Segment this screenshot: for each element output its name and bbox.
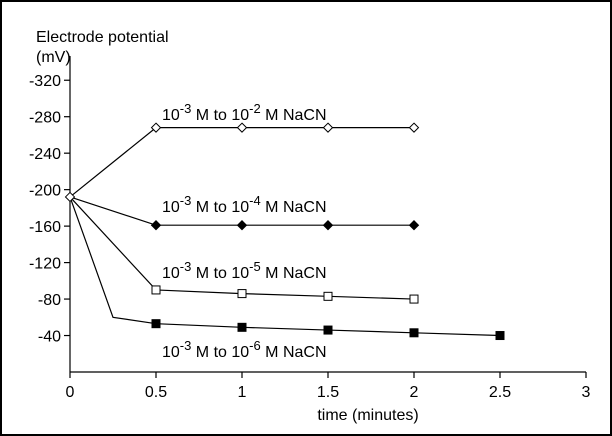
data-point: [236, 122, 248, 133]
data-point: [322, 122, 334, 133]
data-point: [151, 319, 161, 329]
y-axis-title-line2: (mV): [36, 49, 71, 66]
axes: -40 -80 -120 -160 -200 -240 -280 -320 0 0.5 1 1.5 2 2…: [29, 56, 591, 401]
data-point: [150, 122, 162, 133]
x-tick-label: 3: [582, 384, 591, 401]
data-point: [495, 331, 505, 341]
series-layer: [64, 122, 505, 341]
series-labels: 10-3 M to 10-2 M NaCN 10-3 M to 10-4 M Na…: [162, 101, 327, 362]
y-tick-label: -200: [29, 183, 61, 200]
data-point: [236, 219, 248, 231]
y-tick-label: -160: [29, 219, 61, 236]
x-tick-label: 1: [238, 384, 247, 401]
data-point: [237, 322, 247, 332]
data-point: [151, 285, 161, 295]
series-line: [69, 127, 414, 198]
x-axis-title: time (minutes): [317, 407, 418, 424]
series-1: [69, 122, 420, 198]
series-4: [69, 196, 505, 341]
data-point: [409, 328, 419, 338]
data-point: [408, 122, 420, 133]
data-point: [323, 325, 333, 335]
series-2: [69, 196, 420, 231]
y-tick-label: -40: [38, 329, 61, 346]
data-point: [323, 291, 333, 301]
data-point: [150, 219, 162, 231]
y-tick-label: -240: [29, 146, 61, 163]
y-axis-title-line1: Electrode potential: [36, 29, 169, 46]
series-label: 10-3 M to 10-6 M NaCN: [162, 338, 327, 362]
x-tick-label: 2.5: [489, 384, 511, 401]
data-point: [237, 289, 247, 299]
y-tick-label: -80: [38, 292, 61, 309]
x-tick-label: 0: [66, 384, 75, 401]
series-label: 10-3 M to 10-5 M NaCN: [162, 259, 327, 283]
x-tick-label: 1.5: [317, 384, 339, 401]
series-3: [69, 196, 419, 304]
y-tick-label: -280: [29, 110, 61, 127]
series-label: 10-3 M to 10-4 M NaCN: [162, 193, 327, 217]
x-tick-label: 2: [410, 384, 419, 401]
data-point: [408, 219, 420, 231]
y-tick-label: -120: [29, 256, 61, 273]
x-tick-label: 0.5: [145, 384, 167, 401]
data-point: [322, 219, 334, 231]
data-point: [64, 191, 76, 203]
series-label: 10-3 M to 10-2 M NaCN: [162, 101, 327, 125]
y-tick-label: -320: [29, 73, 61, 90]
data-point: [409, 294, 419, 304]
